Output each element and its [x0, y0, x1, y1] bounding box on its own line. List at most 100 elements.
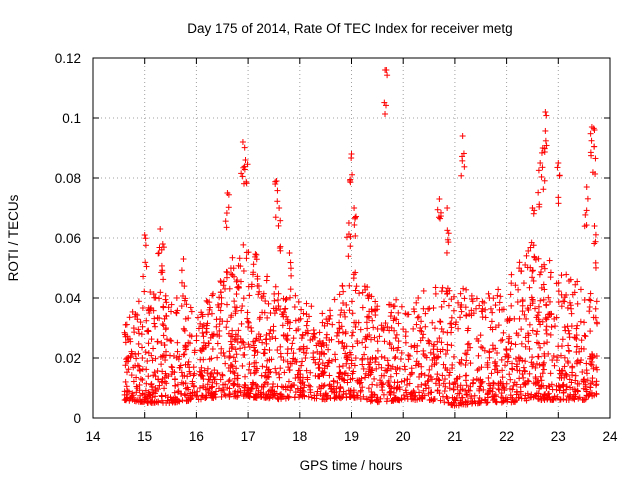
data-point	[245, 283, 252, 290]
data-point	[473, 375, 480, 382]
data-point	[532, 364, 539, 371]
data-point	[274, 347, 281, 354]
data-point	[542, 109, 549, 115]
data-point	[568, 379, 575, 386]
data-point	[143, 380, 150, 387]
data-point	[340, 300, 347, 307]
data-point	[291, 303, 298, 310]
data-point	[379, 387, 386, 394]
data-point	[467, 383, 474, 390]
data-point	[563, 386, 570, 393]
data-point	[336, 319, 343, 326]
data-point	[285, 378, 292, 385]
data-point	[247, 370, 254, 377]
data-point	[478, 308, 485, 315]
data-point	[593, 378, 600, 385]
data-point	[418, 381, 425, 388]
data-point	[187, 304, 194, 311]
data-point	[339, 393, 346, 400]
x-tick-label: 15	[137, 429, 152, 444]
data-point	[400, 326, 407, 333]
data-point	[162, 292, 169, 299]
data-point	[204, 386, 211, 393]
data-point	[138, 331, 145, 338]
data-point	[462, 398, 469, 405]
data-point	[551, 362, 558, 369]
data-point	[213, 323, 220, 330]
data-point	[230, 369, 237, 376]
data-point	[275, 297, 282, 304]
data-point	[522, 358, 529, 365]
data-point	[392, 353, 399, 360]
data-point	[143, 317, 150, 324]
data-point	[141, 288, 148, 295]
data-point	[196, 385, 203, 392]
data-point	[132, 313, 139, 320]
data-point	[492, 324, 499, 331]
data-point	[536, 361, 543, 368]
data-point	[248, 328, 255, 335]
data-point	[445, 302, 452, 309]
data-point	[490, 379, 497, 386]
data-point	[444, 341, 451, 348]
data-point	[231, 337, 238, 344]
data-point	[337, 311, 344, 318]
data-point	[345, 253, 352, 260]
data-point	[401, 363, 408, 370]
data-point	[253, 335, 260, 342]
data-point	[488, 370, 495, 377]
data-point	[160, 276, 167, 283]
data-point	[537, 321, 544, 328]
data-point	[336, 369, 343, 376]
data-point	[398, 303, 405, 310]
data-point	[446, 380, 453, 387]
data-point	[427, 349, 434, 356]
data-point	[383, 67, 390, 74]
data-point	[158, 262, 165, 269]
data-point	[122, 362, 129, 369]
data-point	[198, 364, 205, 371]
data-point	[348, 155, 355, 162]
data-point	[123, 396, 130, 403]
data-point	[295, 298, 302, 305]
x-tick-label: 21	[447, 429, 462, 444]
data-point	[586, 303, 593, 310]
data-point	[173, 294, 180, 301]
data-point	[587, 290, 594, 297]
data-point	[280, 309, 287, 316]
data-point	[520, 280, 527, 287]
data-point	[539, 362, 546, 369]
data-point	[250, 269, 257, 276]
data-point	[518, 268, 525, 275]
data-point	[425, 306, 432, 313]
data-point	[373, 355, 380, 362]
data-point	[440, 328, 447, 335]
data-point	[238, 320, 245, 327]
data-point	[532, 256, 539, 263]
data-point	[244, 315, 251, 322]
data-point	[429, 376, 436, 383]
data-point	[267, 368, 274, 375]
data-point	[226, 377, 233, 384]
data-point	[128, 372, 135, 379]
data-point	[431, 325, 438, 332]
data-point	[502, 353, 509, 360]
data-point	[329, 321, 336, 328]
data-point	[465, 340, 472, 347]
data-point	[395, 309, 402, 316]
data-point	[284, 350, 291, 357]
data-point	[258, 372, 265, 379]
data-point	[519, 308, 526, 315]
data-point	[197, 396, 204, 403]
data-point	[352, 323, 359, 330]
data-point	[180, 256, 187, 262]
y-tick-labels: 0 0.02 0.04 0.06 0.08 0.1 0.12	[55, 51, 82, 426]
data-point	[543, 330, 550, 337]
data-point	[537, 344, 544, 351]
data-point	[231, 393, 238, 400]
data-point	[376, 333, 383, 340]
data-point	[581, 296, 588, 303]
data-point	[286, 250, 293, 256]
data-point	[590, 365, 597, 372]
